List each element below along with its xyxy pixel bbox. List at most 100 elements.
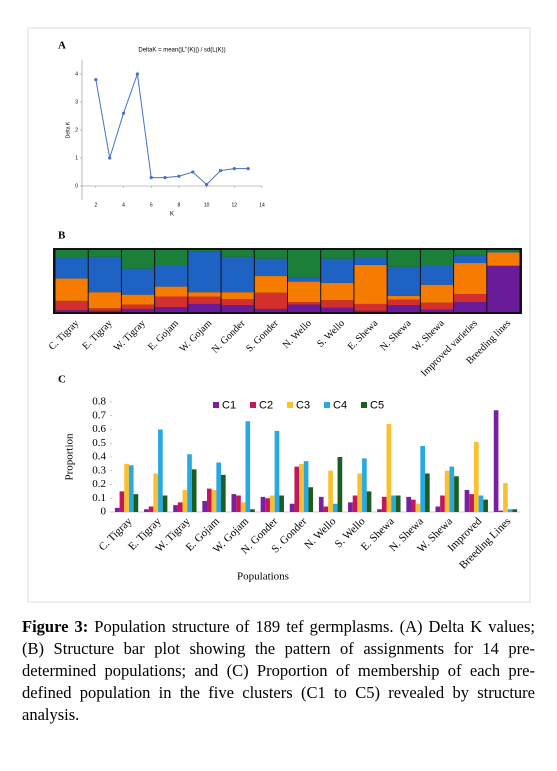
bar bbox=[207, 488, 212, 512]
bar bbox=[231, 494, 237, 512]
bar bbox=[337, 457, 343, 512]
bar-segment bbox=[321, 258, 354, 283]
panel-label: A bbox=[58, 40, 66, 52]
legend-swatch bbox=[213, 402, 219, 408]
bar-segment bbox=[254, 250, 287, 259]
panel-label: B bbox=[58, 230, 66, 242]
bar bbox=[202, 501, 208, 512]
bar-segment bbox=[121, 308, 155, 312]
bar-segment bbox=[88, 256, 121, 293]
data-point bbox=[94, 78, 98, 82]
bar-segment bbox=[88, 250, 121, 257]
bar-segment bbox=[221, 305, 254, 312]
x-tick-label: E. Gojam bbox=[146, 318, 181, 353]
bar-segment bbox=[354, 310, 387, 312]
bar bbox=[182, 490, 188, 512]
bar-segment bbox=[454, 250, 487, 256]
legend-label: C5 bbox=[370, 399, 384, 411]
legend-swatch bbox=[324, 402, 330, 408]
data-point bbox=[121, 111, 126, 115]
bar bbox=[216, 462, 221, 512]
bar bbox=[391, 495, 396, 512]
bar-segment bbox=[188, 303, 221, 312]
x-tick-label: N. Wello bbox=[302, 515, 339, 552]
bar bbox=[469, 494, 474, 512]
bar-segment bbox=[321, 282, 354, 301]
y-tick-label: 0.7 bbox=[92, 409, 106, 421]
bar-segment bbox=[487, 250, 520, 252]
bar bbox=[440, 495, 445, 512]
bar bbox=[177, 502, 183, 512]
bar-segment bbox=[55, 250, 88, 259]
data-point bbox=[218, 169, 223, 173]
bar bbox=[498, 510, 504, 512]
bar bbox=[395, 495, 401, 512]
bar-segment bbox=[288, 302, 321, 305]
bar bbox=[473, 441, 479, 512]
bar bbox=[386, 424, 392, 512]
bar bbox=[294, 466, 300, 512]
data-point bbox=[108, 156, 112, 160]
bar-segment bbox=[155, 296, 188, 308]
bar bbox=[245, 421, 251, 512]
bar-segment bbox=[288, 277, 321, 282]
bar bbox=[124, 463, 129, 512]
bar bbox=[148, 506, 154, 512]
figure: A DeltaK = mean(|L''(K)|) / sd(L(K)) Delta… bbox=[27, 27, 531, 603]
bar-segment bbox=[188, 292, 221, 297]
bar-segment bbox=[487, 251, 520, 253]
legend-label: C1 bbox=[222, 399, 236, 411]
bar bbox=[454, 476, 459, 512]
bar bbox=[424, 473, 430, 512]
bar bbox=[220, 474, 226, 512]
bar-segment bbox=[354, 250, 387, 258]
x-tick-label: C. Tigray bbox=[47, 318, 82, 353]
bar-segment bbox=[254, 292, 287, 309]
x-tick-label: 14 bbox=[259, 202, 265, 208]
bar-segment bbox=[188, 250, 221, 252]
x-tick-label: S. Wello bbox=[315, 318, 347, 350]
x-tick-label: 12 bbox=[232, 202, 238, 208]
bar bbox=[265, 498, 270, 512]
bar bbox=[236, 495, 241, 512]
panel-label: C bbox=[58, 374, 66, 386]
x-tick-label: Improved varieties bbox=[419, 318, 480, 379]
data-line bbox=[95, 73, 249, 186]
caption: Figure 3: Population structure of 189 te… bbox=[22, 616, 535, 726]
bar-segment bbox=[288, 250, 321, 278]
chart-title: DeltaK = mean(|L''(K)|) / sd(L(K)) bbox=[138, 48, 225, 54]
bar-segment bbox=[454, 255, 487, 264]
bar bbox=[144, 509, 149, 512]
bar-segment bbox=[321, 300, 354, 308]
bar-segment bbox=[121, 250, 155, 269]
bar-segment bbox=[55, 310, 88, 312]
bar-segment bbox=[387, 299, 420, 306]
figure-frame bbox=[27, 27, 531, 603]
bar-segment bbox=[420, 284, 454, 303]
bar-segment bbox=[221, 298, 254, 306]
bar-segment bbox=[387, 266, 420, 296]
data-point bbox=[177, 174, 181, 178]
bar bbox=[493, 410, 499, 512]
x-axis-label: Populations bbox=[237, 571, 289, 583]
x-axis-label: K bbox=[170, 212, 174, 218]
data-point bbox=[232, 167, 236, 171]
bar-segment bbox=[155, 286, 188, 297]
bar-segment bbox=[387, 295, 420, 300]
bar bbox=[158, 429, 163, 512]
bar bbox=[128, 465, 134, 512]
bar-segment bbox=[88, 292, 121, 309]
bar bbox=[119, 491, 125, 512]
bar-segment bbox=[387, 250, 420, 267]
y-tick-label: 0.4 bbox=[92, 451, 106, 463]
bar bbox=[464, 490, 470, 512]
bar-segment bbox=[55, 300, 88, 311]
bar bbox=[269, 495, 275, 512]
bar-segment bbox=[55, 258, 88, 279]
data-point bbox=[205, 183, 209, 187]
bar-segment bbox=[288, 304, 321, 312]
caption-text: Population structure of 189 tef germplas… bbox=[22, 617, 536, 724]
bar bbox=[444, 470, 450, 512]
y-tick-label: 0.3 bbox=[92, 464, 106, 476]
bar bbox=[162, 495, 168, 512]
